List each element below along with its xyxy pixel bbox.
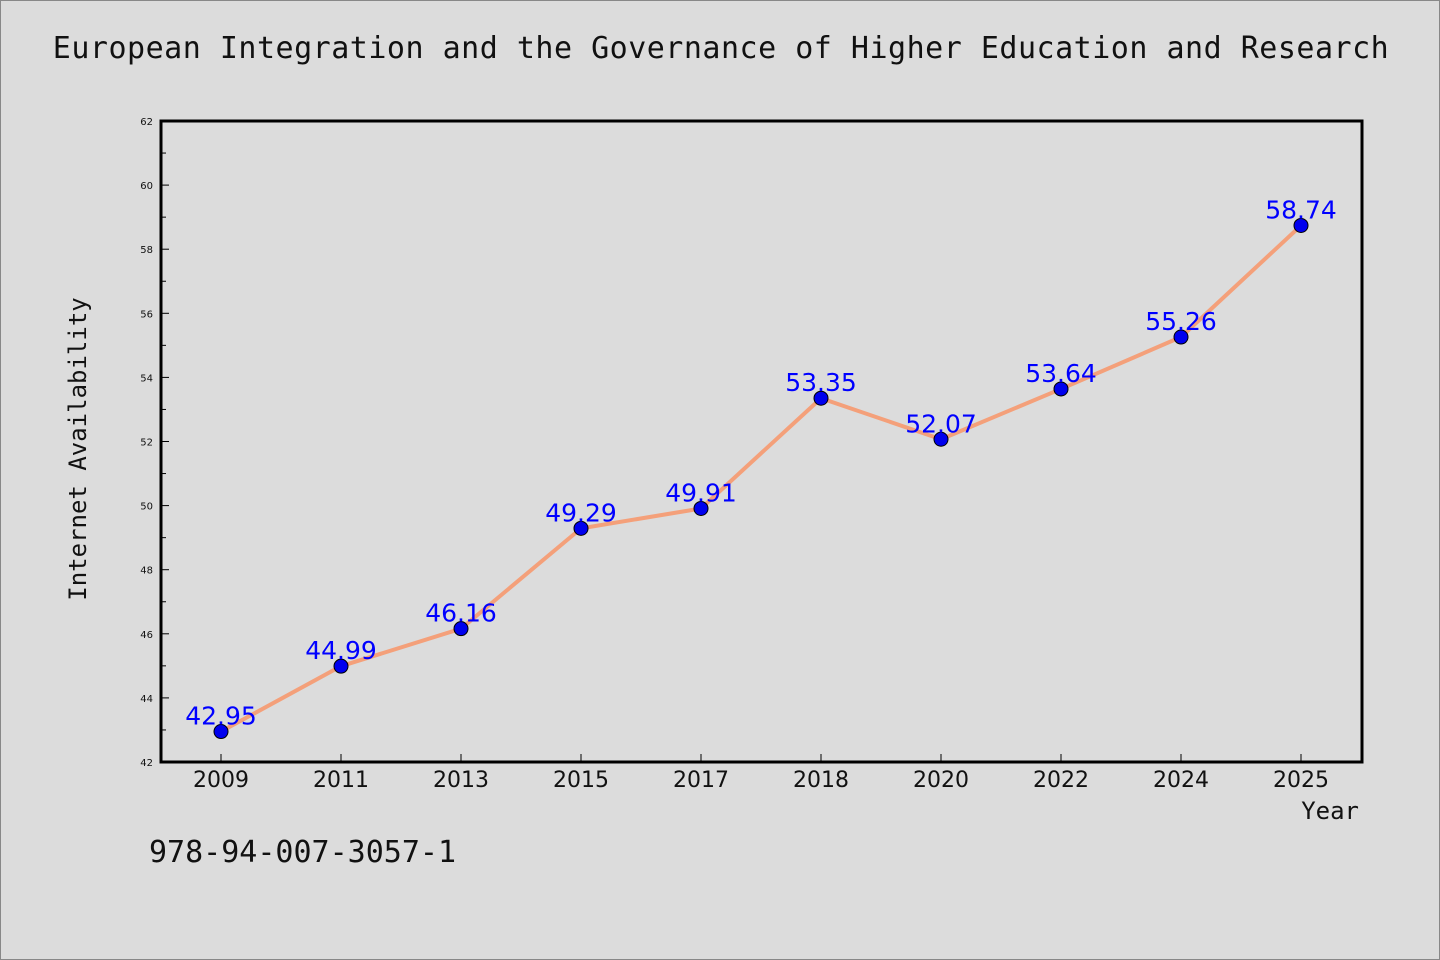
data-label: 55.26: [1145, 307, 1217, 336]
x-tick-label: 2009: [193, 768, 249, 793]
x-tick-label: 2015: [553, 768, 609, 793]
data-label: 42.95: [185, 702, 257, 731]
x-tick-label: 2024: [1153, 768, 1209, 793]
data-label: 58.74: [1265, 195, 1337, 224]
y-tick-label: 60: [140, 181, 153, 192]
data-label: 49.91: [665, 478, 737, 507]
data-point: [333, 658, 349, 674]
y-tick-label: 58: [140, 245, 153, 256]
y-tick-label: 56: [140, 309, 153, 320]
x-axis-label: Year: [1301, 797, 1359, 825]
chart-title: European Integration and the Governance …: [52, 31, 1390, 66]
x-tick-label: 2025: [1273, 768, 1329, 793]
data-point: [453, 621, 469, 637]
data-point: [573, 520, 589, 536]
isbn-text: 978-94-007-3057-1: [149, 835, 457, 870]
data-label: 44.99: [305, 636, 377, 665]
y-tick-label: 62: [140, 117, 153, 128]
data-point: [813, 390, 829, 406]
data-points: [213, 217, 1309, 740]
data-label: 46.16: [425, 599, 497, 628]
data-point: [1053, 381, 1069, 397]
series-line: [219, 223, 1303, 734]
y-tick-label: 50: [140, 502, 153, 513]
x-tick-label: 2020: [913, 768, 969, 793]
data-label: 49.29: [545, 498, 617, 527]
data-labels: 42.95 44.99 46.16 49.29 49.91 53.35 52.07 53.64…: [185, 195, 1337, 730]
data-point: [1293, 217, 1309, 233]
x-tick-label: 2018: [793, 768, 849, 793]
x-tick-label: 2011: [313, 768, 369, 793]
axis-ticks: 42 44 46 48 50 52 54 56 58 60 62 2009 2011 2013 2015 20…: [140, 117, 1329, 793]
y-tick-label: 52: [140, 438, 153, 449]
x-tick-label: 2022: [1033, 768, 1089, 793]
data-label: 53.35: [785, 368, 857, 397]
x-tick-label: 2013: [433, 768, 489, 793]
data-label: 52.07: [905, 409, 977, 438]
data-point: [693, 500, 709, 516]
y-tick-label: 46: [140, 630, 153, 641]
y-tick-label: 44: [140, 694, 153, 705]
data-label: 53.64: [1025, 359, 1097, 388]
data-point: [1173, 329, 1189, 345]
plot-area: [159, 119, 1364, 764]
y-tick-label: 54: [140, 373, 153, 384]
y-tick-label: 42: [140, 758, 153, 769]
series-line-layer: [219, 223, 1303, 734]
data-point: [213, 724, 229, 740]
data-point: [933, 431, 949, 447]
x-tick-label: 2017: [673, 768, 729, 793]
y-tick-label: 48: [140, 566, 153, 577]
